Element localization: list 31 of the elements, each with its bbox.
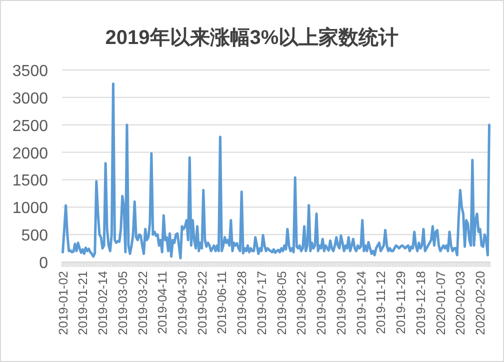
x-tick-label: 2019-03-22 [136, 270, 150, 335]
x-tick-label: 2019-01-02 [56, 270, 70, 335]
y-tick-label: 2500 [12, 118, 48, 135]
x-tick-label: 2019-01-21 [76, 270, 90, 335]
x-tick-label: 2019-04-30 [175, 270, 190, 335]
x-tick-label: 2019-06-11 [215, 270, 230, 334]
chart-title: 2019年以来涨幅3%以上家数统计 [105, 26, 399, 49]
x-tick-label: 2019-08-05 [274, 270, 289, 335]
x-tick-label: 2019-03-05 [116, 270, 130, 335]
x-tick-label: 2019-05-22 [195, 270, 210, 335]
x-tick-label: 2019-08-22 [294, 270, 309, 335]
y-tick-label: 3000 [12, 90, 48, 108]
y-tick-label: 1000 [12, 200, 48, 218]
y-tick-label: 500 [21, 228, 48, 245]
x-tick-label: 2020-02-03 [454, 270, 468, 335]
y-tick-label: 2000 [12, 145, 48, 162]
x-tick-label: 2020-02-20 [474, 270, 488, 335]
x-tick-label: 2019-09-10 [314, 270, 329, 335]
x-tick-label: 2019-10-24 [354, 270, 368, 335]
y-tick-label: 0 [39, 255, 48, 272]
x-tick-label: 2019-12-18 [414, 270, 428, 335]
x-tick-label: 2019-07-17 [254, 270, 269, 335]
x-tick-label: 2019-09-30 [334, 270, 348, 335]
x-tick-label: 2019-11-29 [394, 270, 408, 334]
y-tick-label: 3500 [12, 63, 48, 80]
y-tick-label: 1500 [12, 172, 48, 190]
x-tick-label: 2020-01-07 [434, 270, 448, 335]
x-tick-label: 2019-11-12 [374, 270, 388, 334]
x-tick-label: 2019-04-11 [156, 270, 170, 334]
x-tick-label: 2019-02-14 [96, 270, 110, 335]
x-tick-label: 2019-06-28 [235, 270, 250, 335]
